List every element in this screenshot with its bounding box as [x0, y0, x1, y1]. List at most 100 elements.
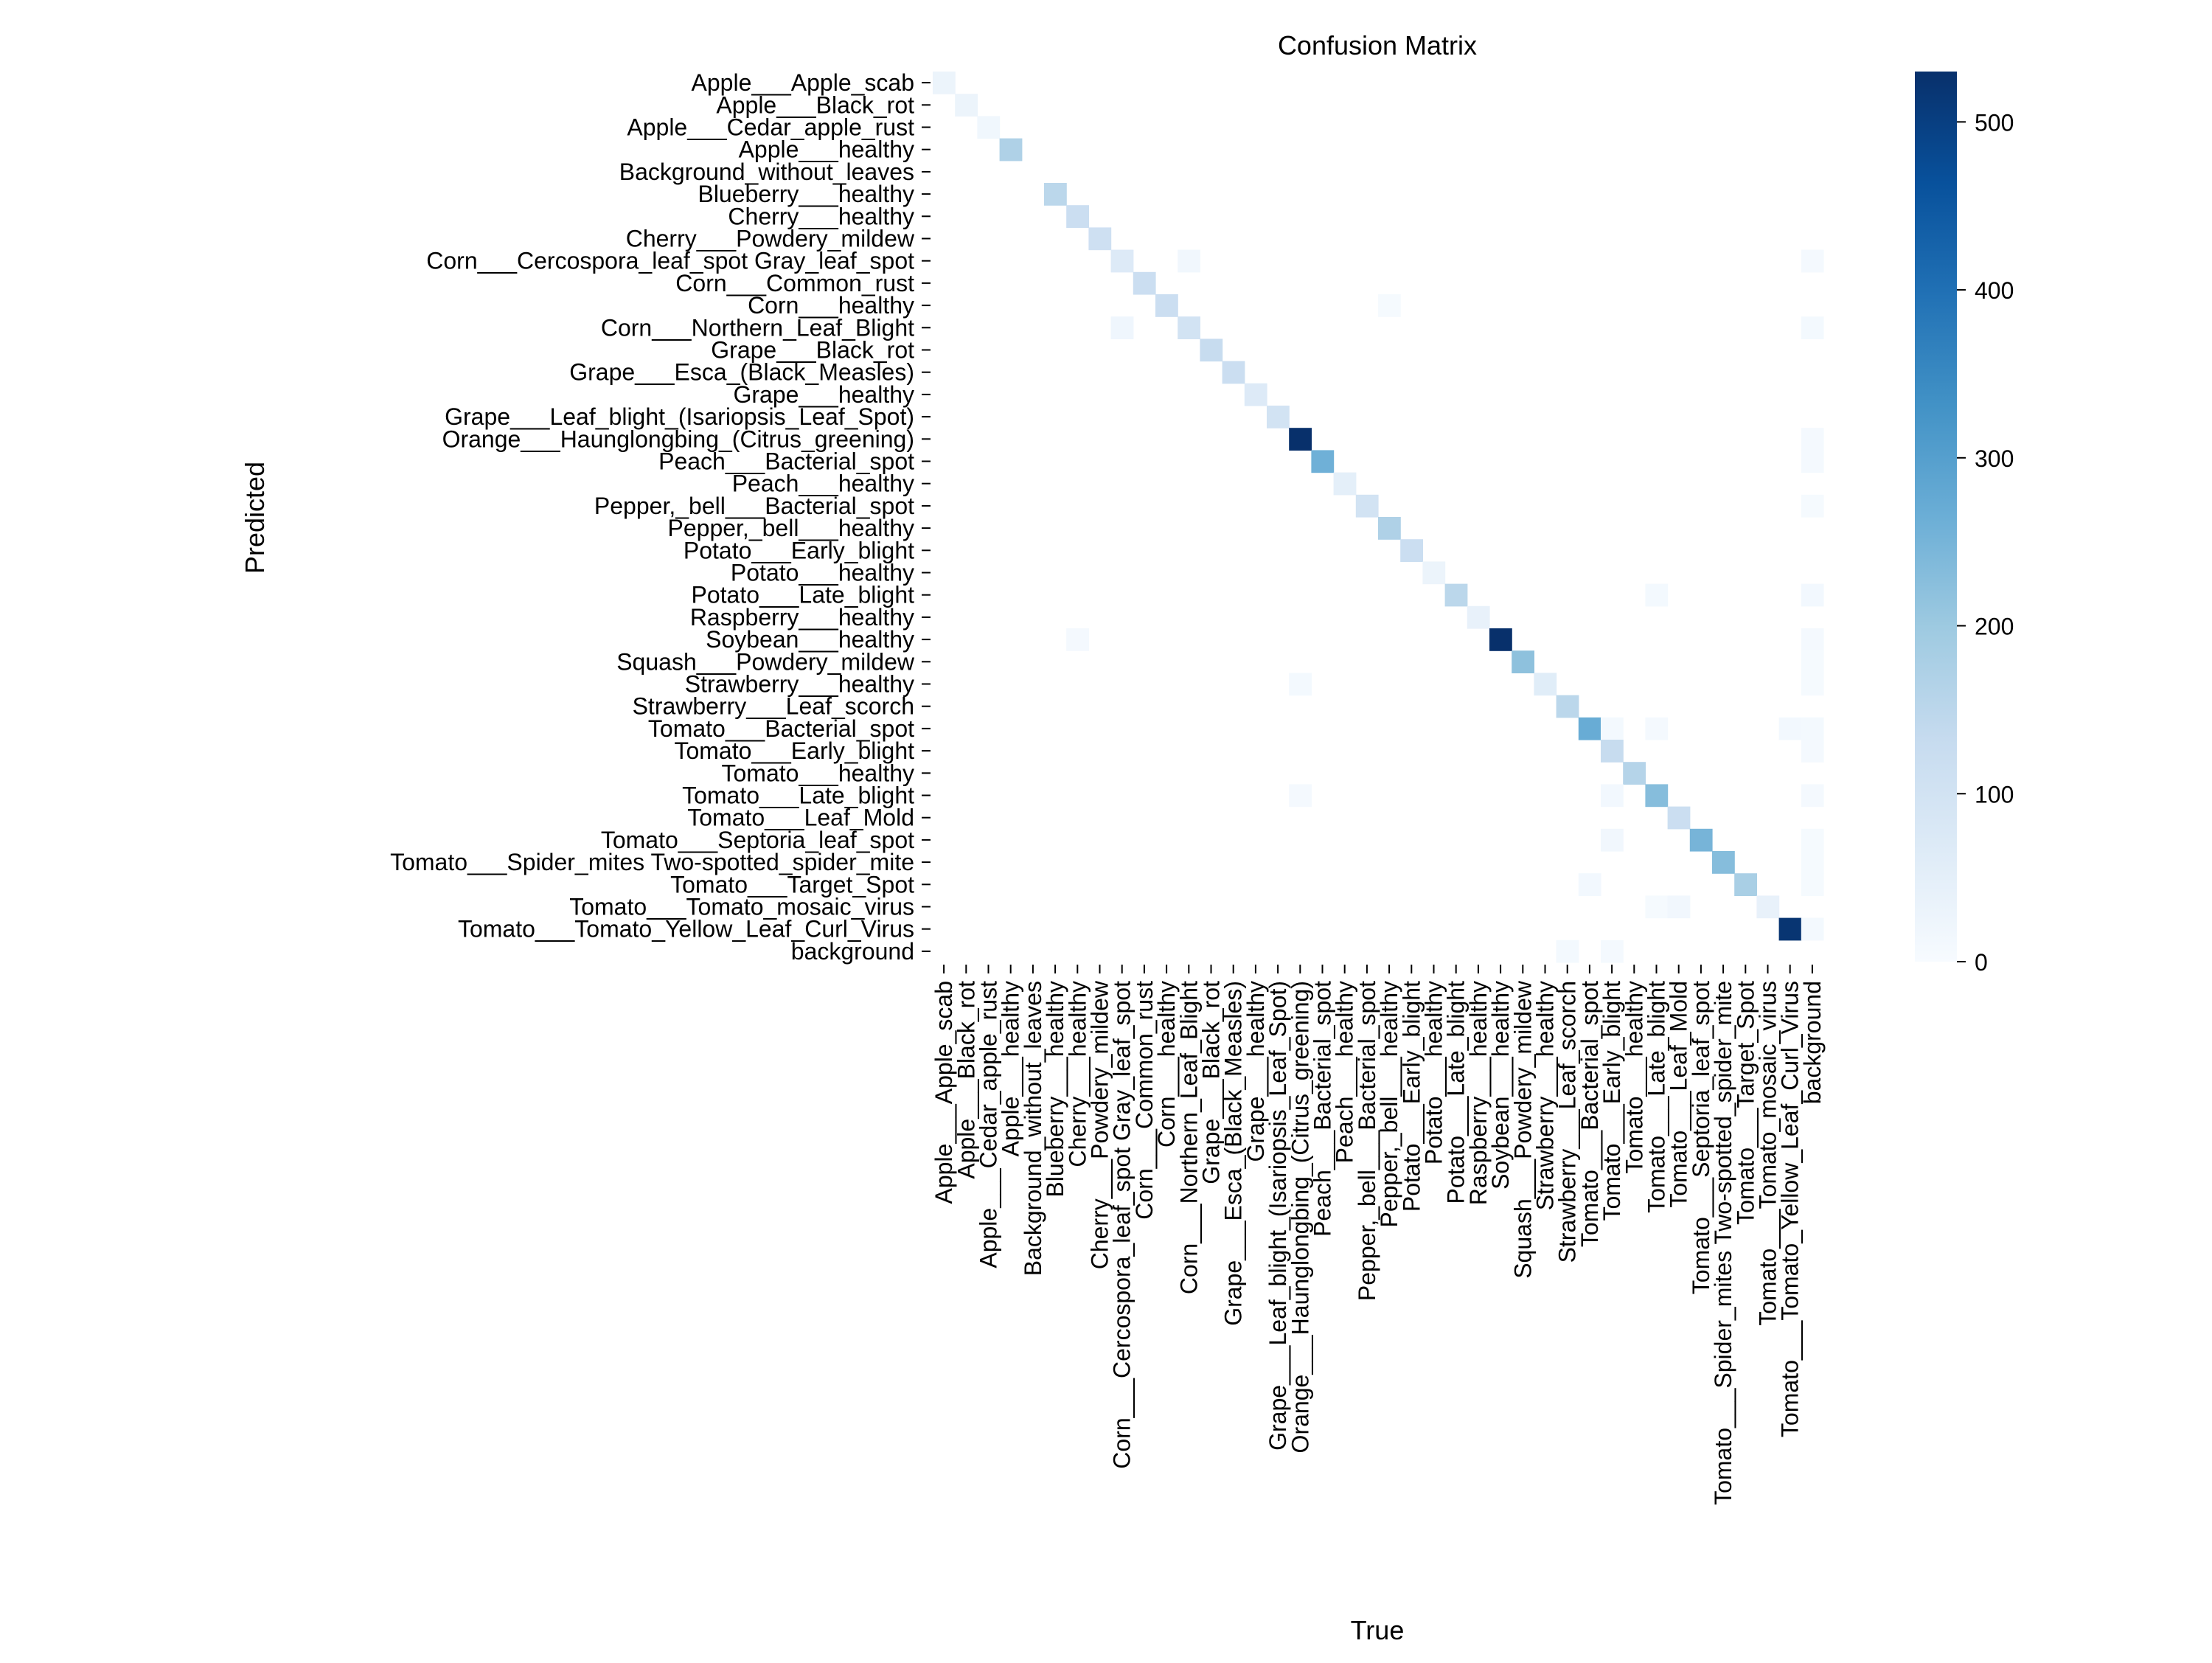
heatmap-cell	[1801, 628, 1824, 651]
x-tick-label: Peach___healthy	[1332, 981, 1358, 1163]
heatmap-cell	[955, 94, 978, 117]
x-tick-label: Blueberry___healthy	[1042, 981, 1068, 1198]
x-tick-label: Tomato___Late_blight	[1644, 981, 1670, 1213]
x-tick-label: Potato___healthy	[1421, 981, 1447, 1164]
y-tick-label: Apple___Black_rot	[716, 91, 914, 118]
heatmap-cell	[1645, 717, 1669, 740]
heatmap-cell	[1244, 383, 1267, 406]
heatmap-cell	[1556, 940, 1579, 963]
y-tick-label: background	[791, 938, 914, 965]
heatmap-cell	[1578, 873, 1601, 896]
heatmap-cell	[1289, 673, 1312, 696]
heatmap-cell	[1756, 895, 1780, 919]
x-tick-label: Grape___healthy	[1242, 981, 1269, 1162]
heatmap-cell	[1311, 450, 1335, 473]
y-tick-label: Blueberry___healthy	[698, 181, 914, 207]
y-tick-label: Tomato___Bacterial_spot	[648, 715, 914, 742]
y-tick-label: Tomato___Target_Spot	[670, 871, 914, 898]
heatmap-cell	[1778, 717, 1802, 740]
y-tick-label: Raspberry___healthy	[690, 604, 914, 631]
y-tick-label: Potato___Late_blight	[692, 582, 915, 608]
x-tick-label: Strawberry___healthy	[1532, 981, 1559, 1210]
y-tick-label: Strawberry___healthy	[685, 671, 914, 698]
heatmap-cell	[1801, 249, 1824, 273]
x-tick-label: Apple___healthy	[998, 981, 1024, 1156]
heatmap-cell	[1355, 494, 1379, 518]
y-tick-label: Apple___healthy	[739, 136, 914, 163]
y-tick-label: Tomato___Tomato_Yellow_Leaf_Curl_Virus	[458, 916, 914, 942]
heatmap-cell	[1601, 784, 1624, 808]
heatmap-cell	[1378, 517, 1401, 540]
heatmap-cell	[1267, 406, 1290, 428]
heatmap-cell	[1512, 650, 1534, 673]
y-tick-label: Corn___Common_rust	[675, 270, 914, 296]
x-tick-label: Grape___Black_rot	[1198, 981, 1225, 1184]
x-tick-label: Strawberry___Leaf_scorch	[1554, 981, 1581, 1263]
heatmap-cell	[1178, 249, 1200, 273]
heatmap-cell	[1110, 316, 1134, 339]
heatmap-cell	[977, 116, 1001, 139]
y-tick-label: Grape___Black_rot	[711, 337, 914, 364]
y-tick-label: Apple___Cedar_apple_rust	[627, 114, 914, 141]
colorbar-tick-label: 500	[1975, 109, 2014, 136]
x-tick-label: Apple___Black_rot	[953, 981, 979, 1179]
y-tick-label: Tomato___healthy	[721, 760, 914, 786]
heatmap-cell	[1601, 940, 1624, 963]
x-axis-ticks: Apple___Apple_scabApple___Black_rotApple…	[931, 965, 1826, 1505]
heatmap-cell	[1667, 806, 1691, 830]
chart-title: Confusion Matrix	[1278, 30, 1477, 60]
y-tick-label: Grape___Esca_(Black_Measles)	[569, 359, 914, 386]
x-tick-label: Pepper,_bell___Bacterial_spot	[1354, 981, 1380, 1301]
y-tick-label: Apple___Apple_scab	[692, 69, 914, 96]
heatmap-cell	[1289, 784, 1312, 808]
colorbar-tick-label: 0	[1975, 949, 1988, 976]
heatmap-cell	[1444, 583, 1468, 607]
heatmap-cell	[1066, 628, 1089, 651]
colorbar-tick-label: 200	[1975, 614, 2014, 640]
y-tick-label: Tomato___Tomato_mosaic_virus	[569, 894, 914, 920]
colorbar-tick-label: 100	[1975, 781, 2014, 808]
y-tick-label: Peach___healthy	[732, 471, 914, 497]
x-tick-label: background	[1799, 981, 1826, 1104]
x-tick-label: Cherry___healthy	[1064, 981, 1091, 1167]
heatmap-cell	[1801, 917, 1824, 941]
colorbar-ticks: 0 100 200 300 400 500	[1957, 109, 2014, 976]
heatmap-cell	[1801, 316, 1824, 339]
heatmap-cell	[1712, 851, 1735, 874]
heatmap-cell	[1178, 316, 1200, 339]
x-tick-label: Corn___Cercospora_leaf_spot Gray_leaf_sp…	[1109, 981, 1135, 1469]
heatmap-cell	[1200, 338, 1223, 362]
heatmap-cell	[1110, 249, 1134, 273]
x-tick-label: Apple___Cedar_apple_rust	[975, 981, 1002, 1268]
x-tick-label: Tomato___Target_Spot	[1732, 981, 1759, 1225]
heatmap-cell	[1801, 740, 1824, 763]
heatmap-cell	[1289, 428, 1312, 451]
y-tick-label: Strawberry___Leaf_scorch	[633, 693, 914, 720]
heatmap-cell	[1801, 784, 1824, 808]
heatmap-cell	[1623, 762, 1646, 785]
heatmap-cell	[999, 138, 1023, 162]
x-tick-label: Tomato___Tomato_mosaic_virus	[1755, 981, 1781, 1326]
heatmap-cell	[1222, 361, 1245, 384]
heatmap-cell	[1801, 828, 1824, 852]
y-tick-label: Corn___Cercospora_leaf_spot Gray_leaf_sp…	[426, 248, 914, 274]
x-tick-label: Grape___Esca_(Black_Measles)	[1220, 981, 1247, 1326]
y-tick-label: Orange___Haunglongbing_(Citrus_greening)	[442, 426, 914, 452]
x-tick-label: Corn___Northern_Leaf_Blight	[1175, 981, 1202, 1294]
y-tick-label: Pepper,_bell___healthy	[668, 515, 915, 541]
heatmap-cell	[1801, 673, 1824, 696]
y-tick-label: Cherry___healthy	[728, 203, 914, 229]
heatmap-cell	[1333, 472, 1357, 496]
y-tick-label: Squash___Powdery_mildew	[616, 648, 915, 675]
x-tick-label: Tomato___Bacterial_spot	[1576, 981, 1603, 1247]
heatmap-cell	[1422, 561, 1446, 585]
heatmap-cell	[1801, 851, 1824, 874]
y-tick-label: Grape___Leaf_blight_(Isariopsis_Leaf_Spo…	[445, 403, 914, 430]
heatmap-cell	[1601, 717, 1624, 740]
heatmap-cell	[1645, 583, 1669, 607]
y-tick-label: Background_without_leaves	[619, 159, 914, 185]
x-tick-label: Raspberry___healthy	[1465, 981, 1492, 1205]
y-tick-label: Soybean___healthy	[706, 626, 914, 653]
